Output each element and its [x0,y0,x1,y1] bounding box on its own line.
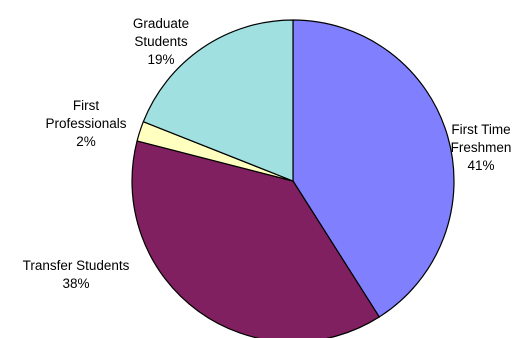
slice-label-line: Freshmen [450,140,512,155]
slice-percent: 38% [62,276,90,291]
slice-label-first-professionals: First Professionals 2% [45,97,126,151]
slice-label-graduate-students: Graduate Students 19% [133,15,189,69]
slice-label-line: Professionals [45,116,127,131]
slice-label-line: First Time [451,122,511,137]
slice-label-line: Students [134,34,188,49]
slice-percent: 19% [147,52,175,67]
pie-slice-graduate-students [142,19,294,182]
slice-percent: 41% [467,158,495,173]
slice-label-line: Graduate [132,16,190,31]
slice-label-transfer-students: Transfer Students 38% [23,257,130,293]
pie-slice-transfer-students [131,140,380,338]
slice-label-line: First [72,98,100,113]
slice-label-line: Transfer Students [22,258,130,273]
slice-label-first-time-freshmen: First Time Freshmen 41% [451,121,512,175]
pie-slice-first-time-freshmen [292,19,455,318]
slice-percent: 2% [76,134,96,149]
